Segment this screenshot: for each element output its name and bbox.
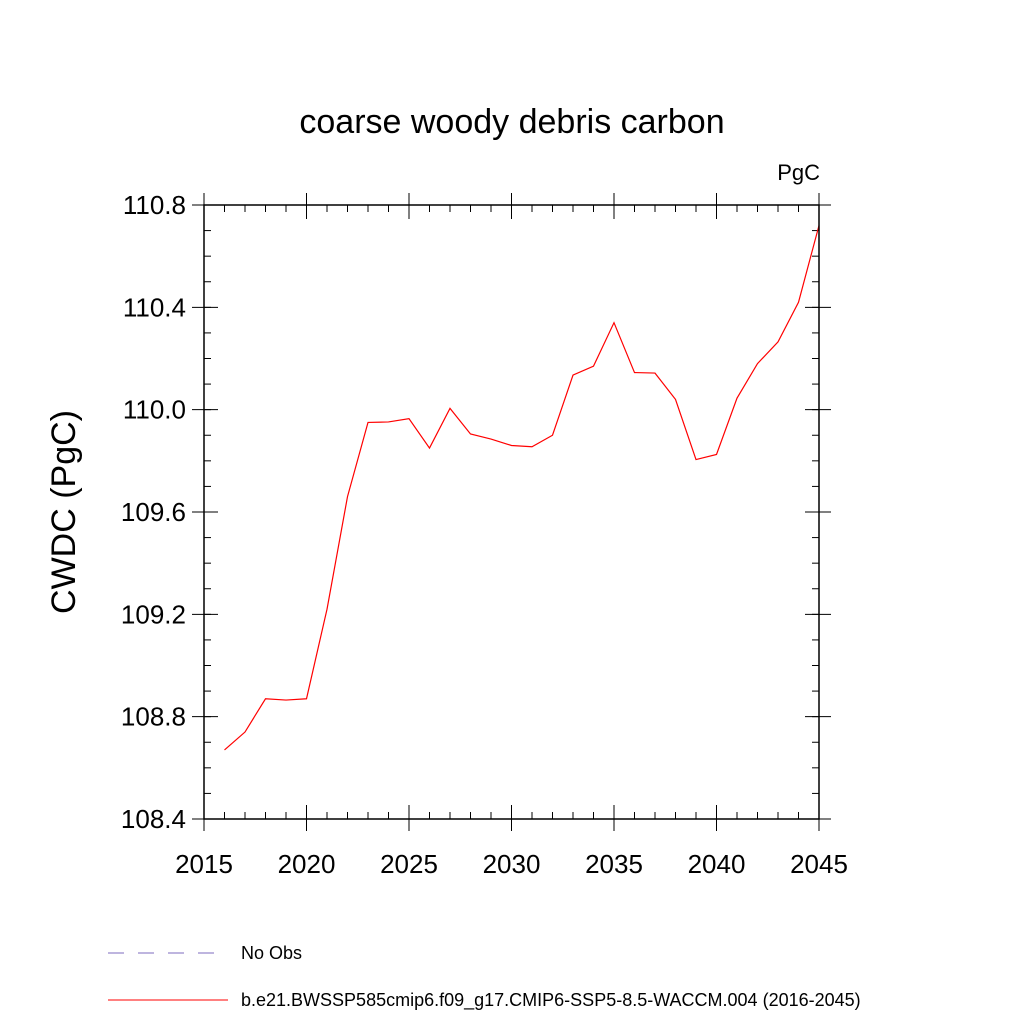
x-tick-label: 2030 <box>483 849 541 879</box>
y-axis-label: CWDC (PgC) <box>45 410 83 614</box>
y-tick-label: 110.4 <box>123 292 186 322</box>
legend-label-model: b.e21.BWSSP585cmip6.f09_g17.CMIP6-SSP5-8… <box>241 990 861 1011</box>
minor-ticks <box>203 204 820 820</box>
units-label: PgC <box>777 160 820 185</box>
series-lines <box>224 225 820 751</box>
y-tick-label: 110.8 <box>123 190 186 220</box>
x-tick-label: 2045 <box>790 849 848 879</box>
tick-labels: 108.4 108.8 109.2 109.6 110.0 110.4 110.8 2015 2… <box>121 190 848 879</box>
y-tick-label: 109.6 <box>121 497 186 527</box>
legend: No Obs b.e21.BWSSP585cmip6.f09_g17.CMIP6… <box>108 943 861 1011</box>
plot-frame <box>203 204 820 820</box>
chart-title: coarse woody debris carbon <box>299 103 724 141</box>
major-ticks <box>192 193 831 831</box>
x-tick-label: 2035 <box>585 849 643 879</box>
y-tick-label: 110.0 <box>123 395 186 425</box>
y-tick-label: 109.2 <box>121 599 186 629</box>
x-tick-label: 2025 <box>380 849 438 879</box>
x-tick-label: 2020 <box>278 849 336 879</box>
x-tick-label: 2040 <box>688 849 746 879</box>
y-tick-label: 108.4 <box>121 804 186 834</box>
series-line-0 <box>224 225 820 751</box>
y-tick-label: 108.8 <box>121 702 186 732</box>
legend-label-no-obs: No Obs <box>241 943 302 963</box>
x-tick-label: 2015 <box>175 849 233 879</box>
